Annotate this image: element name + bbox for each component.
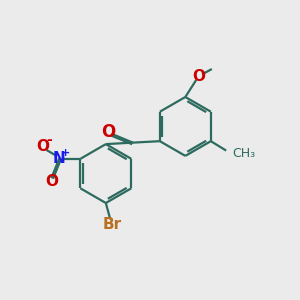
Text: N: N [53, 151, 65, 166]
Text: -: - [46, 133, 52, 147]
Text: O: O [101, 123, 115, 141]
Text: O: O [192, 69, 205, 84]
Text: O: O [36, 139, 50, 154]
Text: O: O [45, 174, 58, 189]
Text: +: + [61, 148, 70, 158]
Text: Br: Br [102, 217, 121, 232]
Text: CH₃: CH₃ [232, 147, 255, 160]
